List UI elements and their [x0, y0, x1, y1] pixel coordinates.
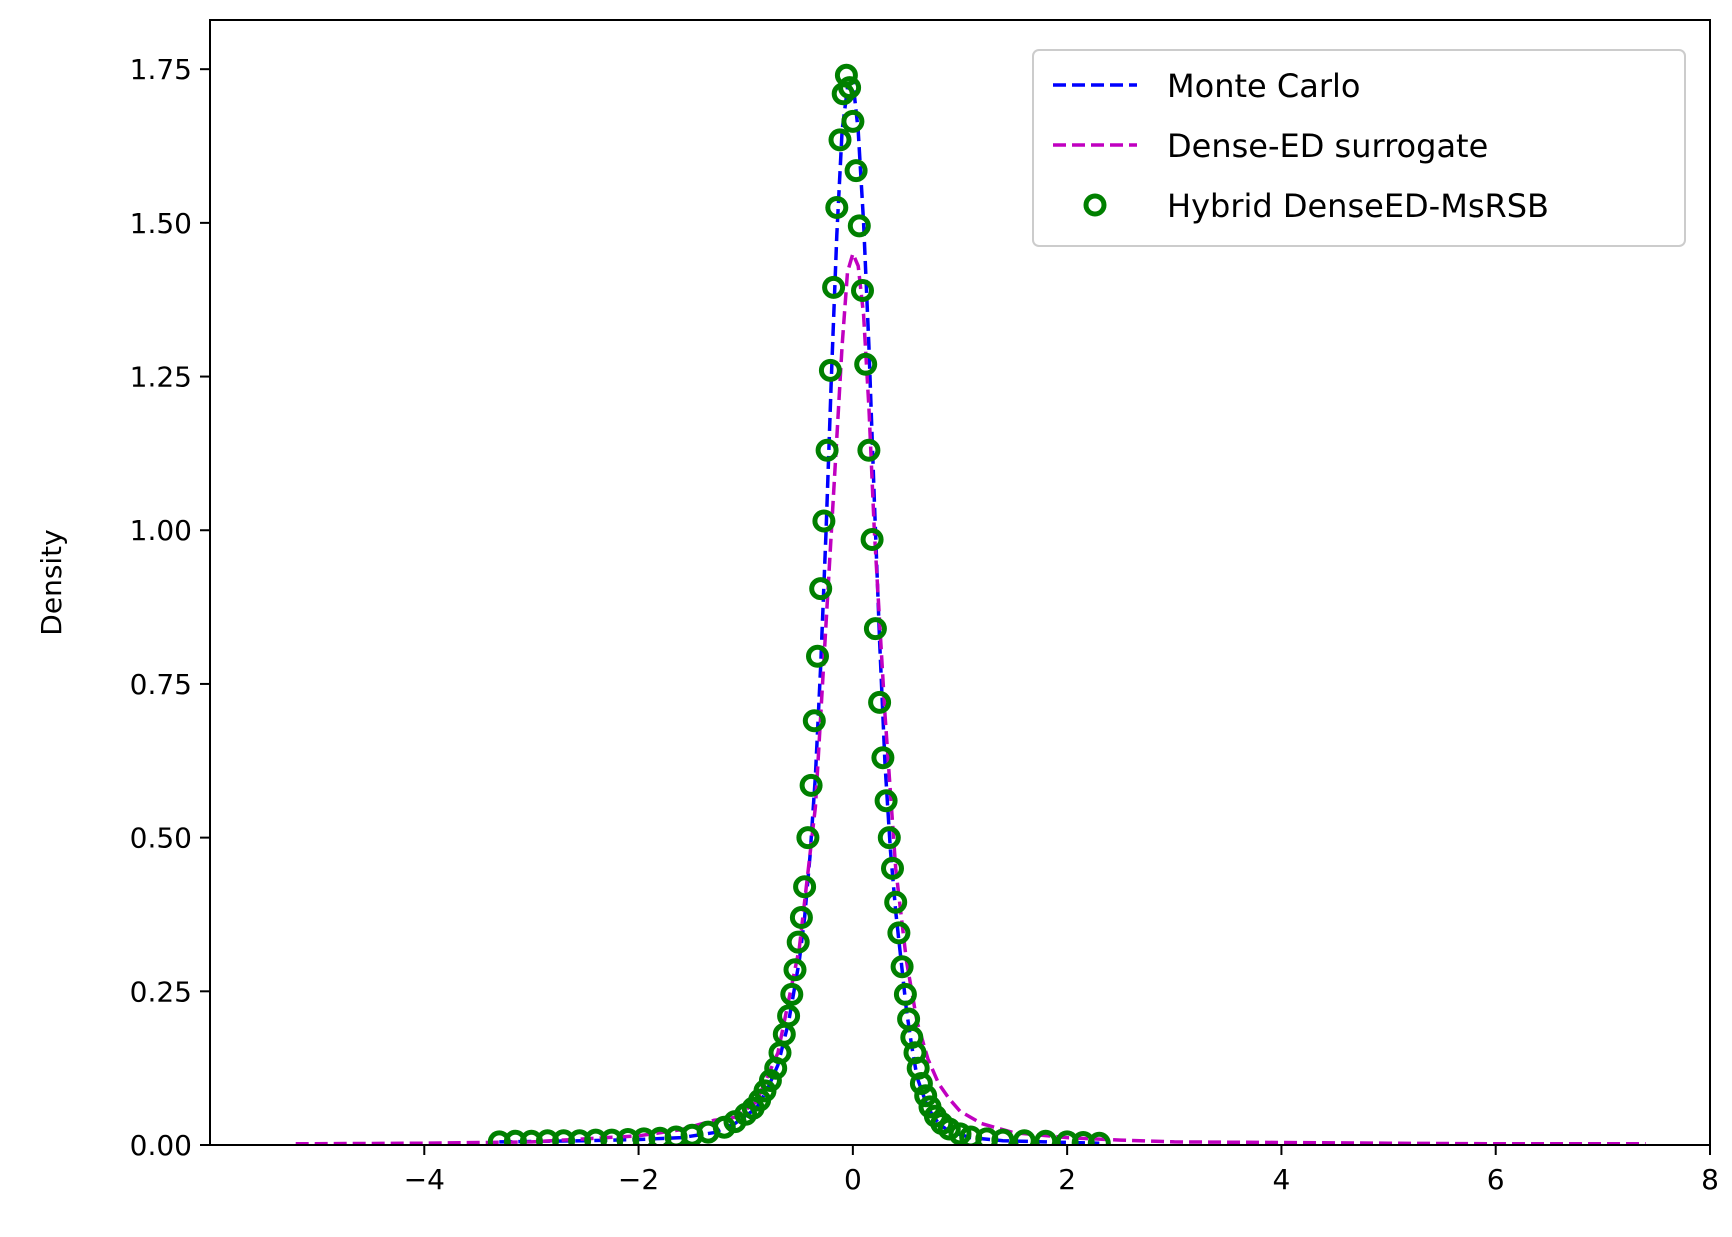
x-tick-label: 2 — [1058, 1163, 1076, 1196]
y-tick-label: 1.25 — [130, 361, 192, 394]
data-point — [777, 1004, 801, 1028]
y-tick-label: 0.25 — [130, 975, 192, 1008]
data-point — [815, 438, 839, 462]
y-tick-label: 0.00 — [130, 1129, 192, 1162]
plot-frame — [209, 19, 1711, 1146]
data-point — [948, 1122, 972, 1145]
x-tick-label: 6 — [1487, 1163, 1505, 1196]
legend-box — [1032, 49, 1686, 247]
y-tick-label: 1.50 — [130, 207, 192, 240]
data-point — [863, 617, 887, 641]
y-tick-label: 1.00 — [130, 514, 192, 547]
legend-swatch-hybrid — [1083, 193, 1107, 217]
y-tick-label: 0.75 — [130, 668, 192, 701]
y-tick-label: 0.50 — [130, 822, 192, 855]
data-point — [796, 826, 820, 850]
x-tick-label: 8 — [1701, 1163, 1719, 1196]
data-point — [841, 109, 865, 133]
data-point — [825, 196, 849, 219]
data-point — [851, 279, 874, 302]
data-point — [909, 1072, 933, 1095]
data-point — [809, 577, 833, 601]
data-point — [780, 982, 804, 1006]
data-point — [868, 690, 892, 714]
data-point — [847, 214, 871, 238]
legend-label-monte-carlo: Monte Carlo — [1167, 67, 1360, 105]
data-point — [893, 982, 917, 1006]
data-point — [818, 358, 842, 382]
data-point — [860, 528, 884, 551]
data-point — [890, 955, 914, 979]
data-point — [822, 275, 846, 299]
data-point — [914, 1084, 938, 1108]
data-point — [991, 1128, 1015, 1145]
data-point — [874, 789, 898, 813]
data-point — [838, 76, 862, 100]
y-tick-label: 1.75 — [130, 53, 192, 86]
data-point — [1087, 1131, 1111, 1145]
legend: Monte Carlo Dense-ED surrogate Hybrid De… — [1032, 49, 1686, 247]
data-point — [783, 958, 807, 982]
data-point — [828, 128, 852, 152]
data-point — [789, 906, 813, 929]
data-point — [854, 352, 878, 376]
data-point — [887, 921, 911, 945]
data-point — [857, 438, 881, 462]
y-axis-label: Density — [35, 529, 68, 635]
data-point — [1012, 1129, 1036, 1145]
legend-label-dense-ed: Dense-ED surrogate — [1167, 127, 1488, 165]
data-point — [884, 890, 908, 914]
data-point — [871, 746, 895, 770]
data-point — [786, 930, 810, 954]
x-tick-label: 0 — [844, 1163, 862, 1196]
series-markers-2 — [487, 63, 1111, 1145]
x-tick-label: −4 — [404, 1163, 445, 1196]
x-tick-label: −2 — [618, 1163, 659, 1196]
series-layer — [295, 63, 1646, 1145]
data-point — [793, 875, 817, 899]
data-point — [758, 1069, 782, 1092]
data-point — [881, 856, 904, 880]
data-point — [844, 159, 868, 183]
data-point — [802, 709, 826, 733]
data-point — [1034, 1129, 1058, 1145]
legend-label-hybrid: Hybrid DenseED-MsRSB — [1167, 187, 1549, 225]
data-point — [812, 509, 836, 533]
x-axis: −4 −2 0 2 4 6 8 — [404, 1145, 1719, 1196]
y-axis: 0.00 0.25 0.50 0.75 1.00 1.25 1.50 1.75 — [130, 53, 210, 1162]
x-tick-label: 4 — [1273, 1163, 1291, 1196]
data-point — [877, 826, 901, 850]
data-point — [806, 644, 829, 668]
data-point — [799, 773, 823, 797]
data-point — [834, 63, 858, 87]
